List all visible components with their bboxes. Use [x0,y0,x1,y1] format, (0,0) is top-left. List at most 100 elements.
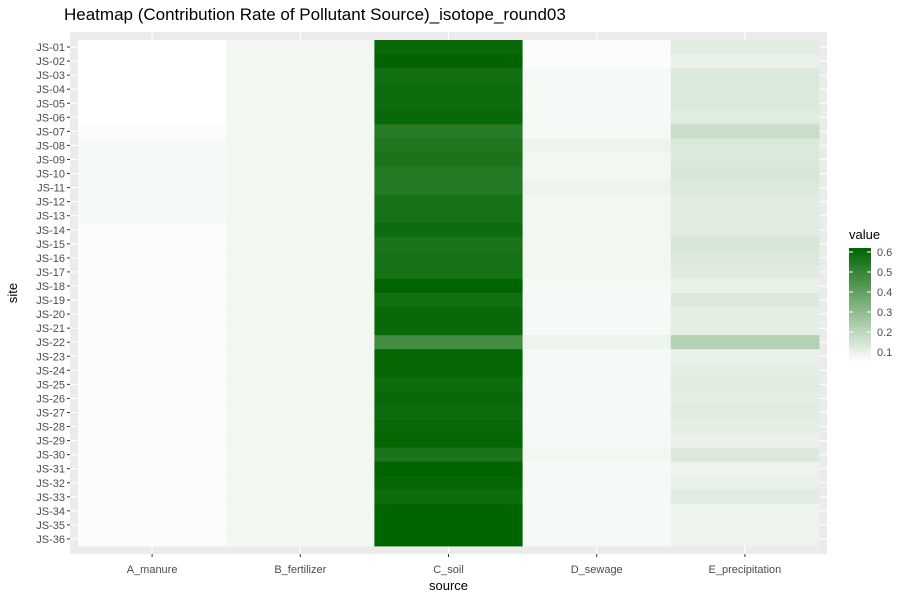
heatmap-cell [374,180,523,196]
heatmap-cell [78,461,227,477]
heatmap-cell [670,124,820,139]
y-tick-label: JS-05 [36,98,65,110]
heatmap-cell [374,405,523,420]
heatmap-cell [670,278,820,294]
heatmap-cell [670,489,820,505]
heatmap-cell [374,419,523,434]
heatmap-cell [226,222,375,238]
heatmap-cell [78,250,227,266]
heatmap-cell [226,391,375,406]
y-tick-label: JS-15 [36,239,65,251]
heatmap-cell [226,461,375,477]
heatmap-cell [522,293,672,308]
y-tick-label: JS-21 [36,323,65,335]
heatmap-cell [226,138,375,153]
y-tick-label: JS-23 [36,351,65,363]
heatmap-cell [226,503,375,519]
heatmap-cell [374,391,523,406]
heatmap-cell [226,475,375,491]
chart-title: Heatmap (Contribution Rate of Pollutant … [64,5,566,24]
heatmap-cell [522,138,672,153]
heatmap-cell [226,517,375,533]
heatmap-cell [670,517,820,533]
heatmap-cell [374,194,523,210]
heatmap-cell [374,503,523,519]
heatmap-cell [522,447,672,463]
heatmap-cell [670,166,820,181]
heatmap-cell [78,503,227,519]
heatmap-cell [522,489,672,505]
y-tick-label: JS-19 [36,295,65,307]
heatmap-cell [78,419,227,434]
x-tick-label: B_fertilizer [274,564,326,576]
heatmap-cell [522,321,672,336]
y-tick-label: JS-24 [36,365,65,377]
y-tick-label: JS-33 [36,492,65,504]
heatmap-cell [226,110,375,125]
heatmap-cell [670,461,820,477]
heatmap-cell [670,54,820,69]
heatmap-cell [374,293,523,308]
heatmap-cell [226,82,375,97]
heatmap-cell [522,82,672,97]
heatmap-cell [670,40,820,55]
heatmap-cell [78,180,227,196]
heatmap-cell [226,180,375,196]
heatmap-cell [374,433,523,449]
y-tick-label: JS-17 [36,267,65,279]
heatmap-cell [522,419,672,434]
legend: value 0.1 0.2 0.3 0.4 0.5 0.6 [849,227,892,362]
heatmap-cell [374,54,523,69]
legend-colorbar [849,248,871,362]
y-tick-label: JS-36 [36,534,65,546]
heatmap-cell [226,68,375,83]
y-tick-label: JS-14 [36,225,65,237]
heatmap-cell [78,124,227,139]
heatmap-cell [522,54,672,69]
heatmap-cell [670,405,820,420]
y-tick-label: JS-10 [36,169,65,181]
heatmap-cell [670,419,820,434]
heatmap-cell [670,377,820,392]
legend-tick-label: 0.4 [877,287,892,299]
y-tick-label: JS-26 [36,393,65,405]
heatmap-cell [78,68,227,83]
heatmap-cell [374,152,523,167]
heatmap-cell [226,377,375,392]
heatmap-cell [522,461,672,477]
heatmap-cell [670,447,820,463]
heatmap-cell [670,208,820,224]
heatmap-cell [226,489,375,505]
heatmap-cell [374,82,523,97]
heatmap-cell [670,138,820,153]
heatmap-cell [670,531,820,547]
heatmap-cell [374,335,523,350]
y-tick-label: JS-08 [36,140,65,152]
heatmap-cell [78,138,227,153]
heatmap-cell [522,363,672,378]
heatmap-cell [522,166,672,181]
heatmap-cell [226,124,375,139]
heatmap-cell [374,96,523,111]
x-axis: A_manure B_fertilizer C_soil D_sewage E_prec… [127,554,782,576]
y-tick-label: JS-09 [36,154,65,166]
heatmap-cell [522,433,672,449]
heatmap-cell [78,264,227,280]
y-tick-label: JS-02 [36,56,65,68]
heatmap-cell [374,517,523,533]
y-tick-label: JS-35 [36,520,65,532]
heatmap-cell [78,236,227,252]
heatmap-cell [374,110,523,125]
heatmap-cell [374,138,523,153]
heatmap-cell [522,531,672,547]
y-axis: JS-01 JS-02 JS-03 JS-04 JS-05 JS-06 JS-07 JS-08… [36,42,70,546]
legend-tick-label: 0.6 [877,247,892,259]
x-tick-label: E_precipitation [709,564,782,576]
heatmap-cell [226,307,375,322]
heatmap-cell [522,264,672,280]
heatmap-cell [226,278,375,294]
heatmap-cell [78,447,227,463]
heatmap-cell [78,293,227,308]
heatmap-cell [226,250,375,266]
heatmap-cell [670,363,820,378]
